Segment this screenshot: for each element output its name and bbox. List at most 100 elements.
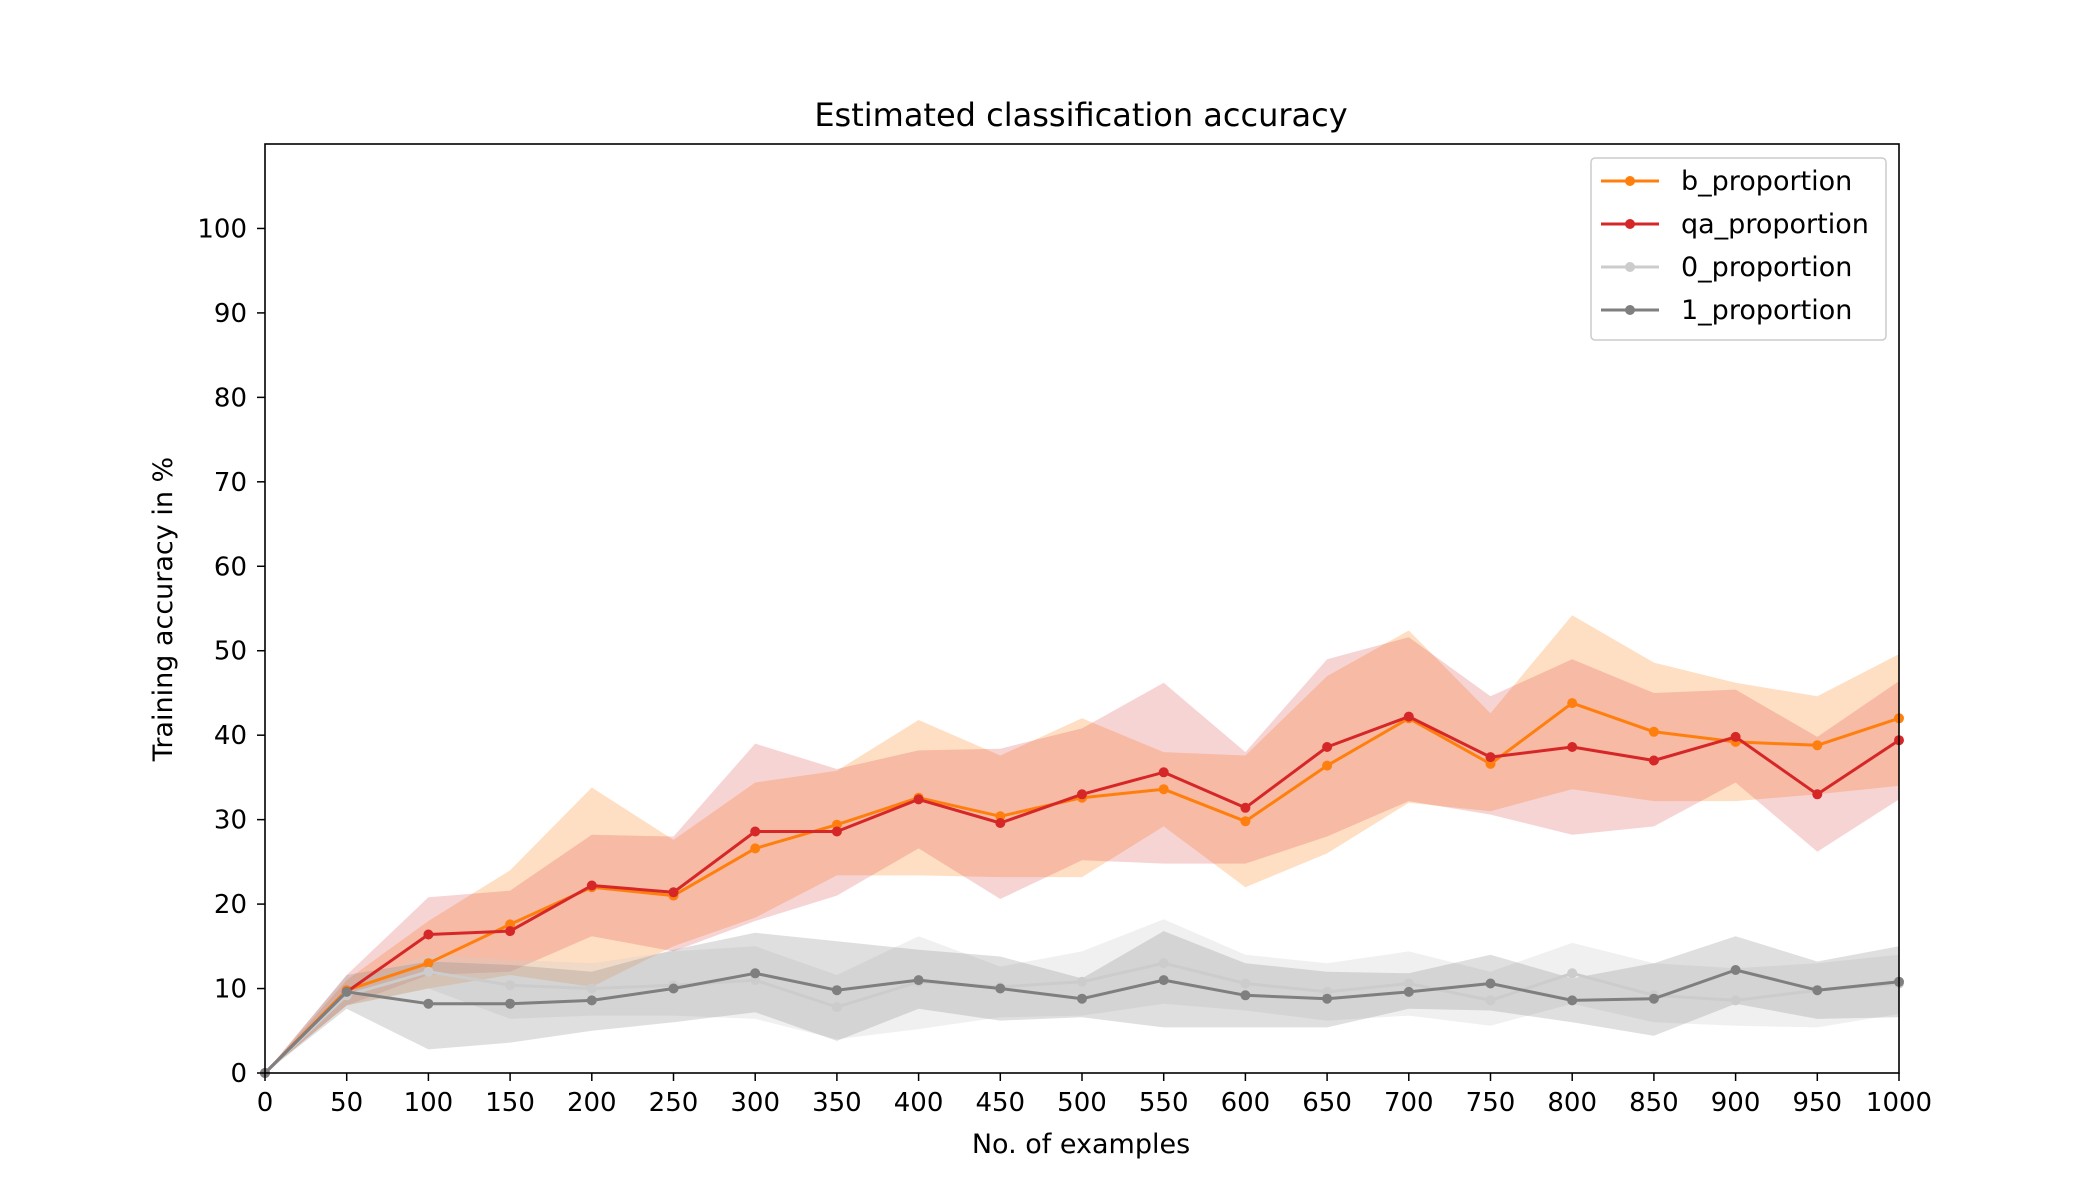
y-tick-label: 50 [214,637,247,667]
x-tick-label: 600 [1221,1088,1271,1118]
point-b_proportion [750,843,761,854]
point-qa_proportion [505,926,516,937]
point-qa_proportion [668,887,679,898]
point-1_proportion [995,983,1006,994]
x-axis-label: No. of examples [972,1129,1190,1160]
point-1_proportion [1648,993,1659,1004]
band-b_proportion [265,615,1899,1073]
point-qa_proportion [913,794,924,805]
point-0_proportion [1240,978,1251,989]
legend-box [1590,157,1887,341]
x-tick-label: 250 [649,1088,699,1118]
point-0_proportion [1567,968,1578,979]
point-1_proportion [1567,995,1578,1006]
point-b_proportion [1158,784,1169,795]
point-1_proportion [913,975,924,986]
point-b_proportion [1322,760,1333,771]
point-qa_proportion [423,929,434,940]
point-1_proportion [1077,993,1087,1004]
legend-label-b_proportion: b_proportion [1681,166,1852,197]
point-1_proportion [1403,986,1414,997]
y-tick-label: 10 [214,975,247,1005]
x-tick-label: 50 [330,1088,363,1118]
point-1_proportion [1485,978,1496,989]
x-tick-label: 150 [485,1088,535,1118]
legend-label-qa_proportion: qa_proportion [1681,209,1869,240]
point-qa_proportion [1077,789,1087,800]
point-1_proportion [831,985,842,996]
point-qa_proportion [995,818,1006,828]
x-tick-label: 950 [1792,1088,1842,1118]
x-tick-label: 450 [975,1088,1025,1118]
x-tick-label: 200 [567,1088,617,1118]
x-tick-label: 550 [1139,1088,1189,1118]
point-1_proportion [505,998,516,1009]
x-tick-label: 700 [1384,1088,1434,1118]
x-tick-label: 500 [1057,1088,1107,1118]
point-qa_proportion [586,880,597,891]
point-qa_proportion [831,826,842,837]
point-1_proportion [750,968,761,979]
point-0_proportion [1403,978,1414,989]
y-tick-label: 0 [230,1059,247,1089]
point-qa_proportion [1812,789,1823,800]
x-tick-label: 750 [1466,1088,1516,1118]
point-b_proportion [1567,698,1578,709]
point-qa_proportion [1322,742,1333,752]
point-0_proportion [423,966,434,977]
point-1_proportion [423,998,434,1009]
point-1_proportion [1240,990,1251,1001]
legend-marker-1_proportion [1625,305,1635,315]
point-qa_proportion [750,826,761,837]
y-tick-label: 30 [214,806,247,836]
point-0_proportion [1077,976,1087,987]
x-axis: 0 50 100 150 200 250 300 350 400 450 500 550 600 650 7… [257,1073,1932,1118]
point-1_proportion [341,986,352,997]
legend-marker-b_proportion [1625,176,1635,186]
point-1_proportion [1158,975,1169,986]
point-0_proportion [505,980,516,991]
point-qa_proportion [1403,711,1414,722]
band-qa_proportion [265,637,1899,1073]
y-tick-label: 60 [214,552,247,582]
legend: b_proportion qa_proportion 0_proportion 1_p… [1590,157,1887,341]
point-0_proportion [1730,995,1741,1006]
point-qa_proportion [1158,767,1169,778]
point-b_proportion [1240,816,1251,827]
point-b_proportion [423,958,434,969]
point-qa_proportion [1648,755,1659,766]
legend-marker-0_proportion [1625,262,1635,272]
y-axis: 0 10 20 30 40 50 60 70 80 90 100 [197,214,265,1089]
y-tick-label: 20 [214,890,247,920]
point-qa_proportion [1485,752,1496,763]
y-tick-label: 90 [214,299,247,329]
x-tick-label: 350 [812,1088,862,1118]
point-1_proportion [586,995,597,1006]
point-0_proportion [1158,958,1169,969]
y-tick-label: 70 [214,468,247,498]
x-tick-label: 900 [1711,1088,1761,1118]
x-tick-label: 100 [404,1088,454,1118]
x-tick-label: 1000 [1866,1088,1932,1118]
point-qa_proportion [1730,731,1741,742]
point-1_proportion [1812,985,1823,996]
x-tick-label: 0 [257,1088,274,1118]
point-0_proportion [831,1002,842,1013]
legend-label-1_proportion: 1_proportion [1681,295,1852,326]
legend-marker-qa_proportion [1625,219,1635,229]
y-tick-label: 40 [214,721,247,751]
point-b_proportion [1648,726,1659,737]
x-tick-label: 400 [894,1088,944,1118]
x-tick-label: 800 [1547,1088,1597,1118]
point-qa_proportion [1567,742,1578,752]
point-1_proportion [668,983,679,994]
x-tick-label: 850 [1629,1088,1679,1118]
legend-label-0_proportion: 0_proportion [1681,252,1852,283]
x-tick-label: 650 [1302,1088,1352,1118]
y-tick-label: 80 [214,383,247,413]
y-axis-label: Training accuracy in % [148,457,179,762]
point-1_proportion [1322,993,1333,1004]
point-0_proportion [586,983,597,994]
chart-title: Estimated classification accuracy [814,96,1347,134]
